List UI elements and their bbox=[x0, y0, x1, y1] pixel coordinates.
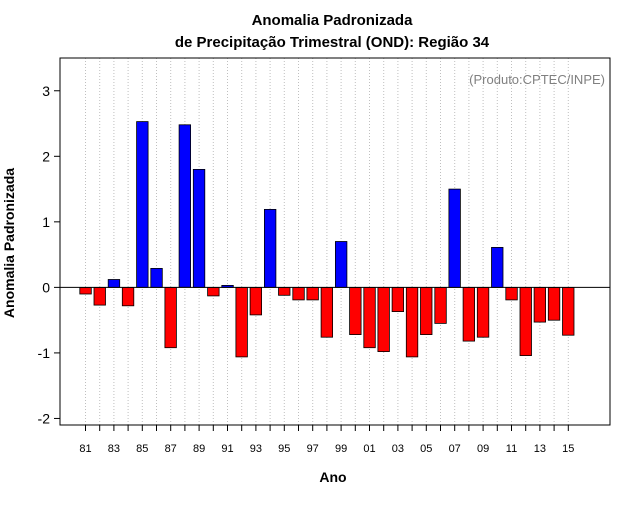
x-tick-label: 85 bbox=[136, 443, 148, 455]
bar-1982 bbox=[93, 286, 106, 306]
bar-2013 bbox=[533, 286, 546, 323]
bar-2011 bbox=[505, 286, 518, 301]
bar-2003 bbox=[391, 286, 405, 312]
bar-2000 bbox=[349, 286, 362, 335]
x-tick-label: 91 bbox=[221, 443, 233, 455]
x-tick-label: 89 bbox=[193, 443, 205, 455]
bar-1999 bbox=[334, 241, 348, 288]
bar-1998 bbox=[320, 286, 334, 338]
bar-1984 bbox=[121, 286, 135, 307]
bar-1996 bbox=[292, 286, 305, 301]
x-tick-label: 05 bbox=[420, 443, 432, 455]
x-tick-label: 15 bbox=[562, 443, 574, 455]
bars bbox=[79, 121, 575, 358]
y-axis-label: Anomalia Padronizada bbox=[1, 168, 17, 318]
bar-2012 bbox=[519, 286, 532, 356]
bar-1993 bbox=[249, 286, 263, 316]
bar-2004 bbox=[405, 286, 419, 358]
bar-2010 bbox=[491, 246, 504, 288]
x-tick-label: 99 bbox=[335, 443, 347, 455]
x-tick-label: 09 bbox=[477, 443, 489, 455]
x-tick-label: 95 bbox=[278, 443, 290, 455]
bar-2014 bbox=[547, 286, 561, 321]
bar-2008 bbox=[462, 286, 476, 342]
x-tick-label: 93 bbox=[250, 443, 262, 455]
x-tick-label: 83 bbox=[108, 443, 120, 455]
bar-1985 bbox=[136, 121, 149, 288]
x-tick-label: 81 bbox=[79, 443, 91, 455]
bar-1992 bbox=[235, 286, 248, 358]
chart-subtitle: de Precipitação Trimestral (OND): Região… bbox=[175, 34, 490, 51]
bar-1997 bbox=[306, 286, 319, 301]
watermark: (Produto:CPTEC/INPE) bbox=[469, 72, 605, 87]
y-tick-label: 2 bbox=[42, 148, 50, 164]
bar-2009 bbox=[476, 286, 490, 338]
y-tick-label: -1 bbox=[38, 345, 51, 361]
x-tick-label: 97 bbox=[307, 443, 319, 455]
chart-title: Anomalia Padronizada bbox=[252, 12, 414, 29]
bar-1989 bbox=[192, 168, 206, 288]
x-tick-label: 13 bbox=[534, 443, 546, 455]
y-tick-label: 3 bbox=[42, 83, 50, 99]
bar-1994 bbox=[263, 208, 277, 288]
plot-frame bbox=[59, 57, 611, 426]
bar-2007 bbox=[448, 188, 461, 288]
bar-1983 bbox=[107, 279, 121, 288]
bar-2001 bbox=[363, 286, 376, 349]
bar-2005 bbox=[420, 286, 433, 335]
x-tick-label: 07 bbox=[449, 443, 461, 455]
x-tick-label: 87 bbox=[165, 443, 177, 455]
bar-1995 bbox=[278, 286, 291, 296]
bar-2006 bbox=[434, 286, 447, 324]
x-tick-label: 01 bbox=[363, 443, 375, 455]
y-tick-label: 1 bbox=[42, 214, 50, 230]
bar-1987 bbox=[164, 286, 177, 349]
x-axis: 81 83 85 87 89 91 93 95 97 99 01 03 05 07 09 11 13 15 bbox=[79, 425, 574, 455]
bar-1981 bbox=[79, 286, 92, 295]
x-tick-label: 11 bbox=[506, 443, 517, 455]
bar-1986 bbox=[150, 267, 163, 288]
bar-2002 bbox=[377, 286, 390, 352]
bar-1990 bbox=[207, 286, 220, 297]
bar-2015 bbox=[562, 286, 575, 336]
y-tick-label: -2 bbox=[38, 410, 51, 426]
grid-lines bbox=[85, 58, 569, 425]
x-axis-label: Ano bbox=[319, 469, 346, 485]
y-axis: -2 -1 0 1 2 3 bbox=[38, 83, 60, 426]
bar-1988 bbox=[178, 124, 192, 288]
x-tick-label: 03 bbox=[392, 443, 404, 455]
y-tick-label: 0 bbox=[42, 279, 50, 295]
